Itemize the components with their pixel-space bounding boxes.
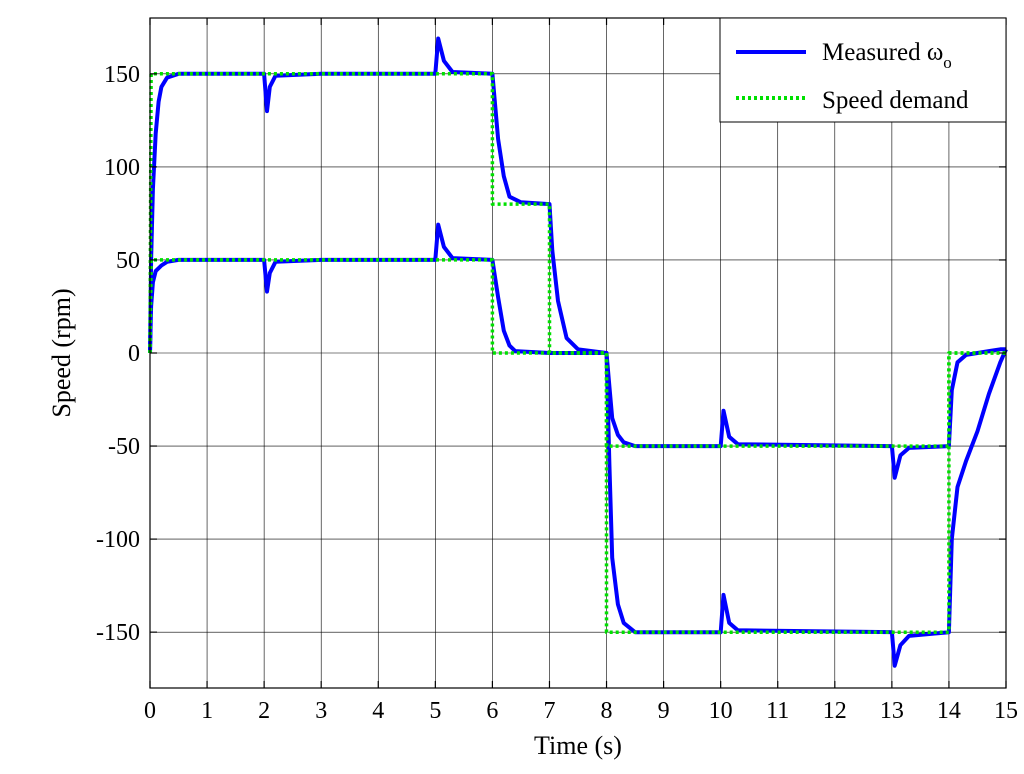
x-tick-label: 13: [880, 698, 904, 724]
legend-label-demand: Speed demand: [822, 87, 969, 114]
x-tick-label: 3: [315, 698, 327, 724]
x-tick-label: 4: [372, 698, 384, 724]
y-tick-label: -150: [96, 620, 140, 646]
legend-label-measured: Measured ωo: [822, 39, 952, 72]
x-tick-label: 11: [766, 698, 789, 724]
y-tick-label: -100: [96, 527, 140, 553]
y-tick-label: -50: [108, 434, 140, 460]
y-tick-label: 50: [116, 248, 140, 274]
x-tick-label: 5: [429, 698, 441, 724]
speed-demand-line-3: [148, 258, 1006, 634]
x-tick-label: 6: [486, 698, 498, 724]
tick-labels: 0 1 2 3 4 5 6 7 8 9 10 11 12 13 14 15150100500-50-100-1…: [96, 62, 1018, 724]
legend-label-measured-subscript: o: [943, 53, 952, 72]
y-tick-label: 150: [104, 62, 140, 88]
x-tick-label: 0: [144, 698, 156, 724]
x-tick-label: 8: [601, 698, 613, 724]
x-tick-label: 9: [658, 698, 670, 724]
x-tick-label: 1: [201, 698, 213, 724]
legend-box: [719, 17, 1007, 123]
x-tick-label: 2: [258, 698, 270, 724]
x-tick-label: 10: [709, 698, 733, 724]
y-tick-label: 0: [128, 341, 140, 367]
x-axis-title: Time (s): [534, 731, 622, 760]
legend: Measured ωo Speed demand: [719, 17, 1007, 123]
x-tick-label: 15: [994, 698, 1018, 724]
x-tick-label: 12: [823, 698, 847, 724]
y-tick-label: 100: [104, 155, 140, 181]
legend-label-measured-text: Measured ω: [822, 39, 943, 66]
y-axis-title: Speed (rpm): [47, 288, 76, 417]
x-tick-label: 7: [543, 698, 555, 724]
x-tick-label: 14: [937, 698, 961, 724]
series-group: [148, 36, 1008, 668]
